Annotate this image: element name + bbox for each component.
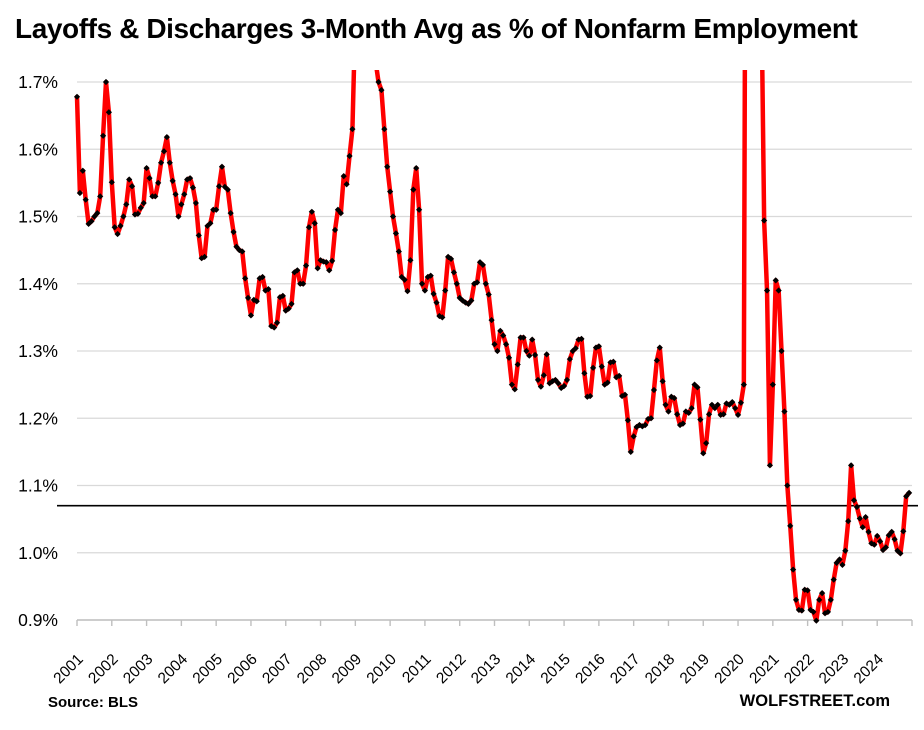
y-tick-label: 1.5% bbox=[18, 207, 58, 227]
x-tick-label: 2007 bbox=[259, 651, 295, 687]
chart-title: Layoffs & Discharges 3-Month Avg as % of… bbox=[15, 13, 858, 44]
x-tick-label: 2024 bbox=[851, 651, 888, 688]
x-tick-label: 2004 bbox=[155, 651, 192, 688]
x-tick-label: 2016 bbox=[572, 651, 608, 687]
x-tick-label: 2014 bbox=[503, 651, 540, 688]
x-tick-label: 2013 bbox=[468, 651, 504, 687]
y-tick-label: 0.9% bbox=[18, 610, 58, 630]
y-tick-label: 1.2% bbox=[18, 408, 58, 428]
x-tick-label: 2005 bbox=[190, 651, 226, 687]
x-tick-label: 2002 bbox=[85, 651, 121, 687]
x-tick-label: 2020 bbox=[711, 651, 748, 688]
x-tick-label: 2019 bbox=[677, 651, 713, 687]
data-series bbox=[74, 70, 913, 624]
y-axis-labels: 1.7% 1.6% 1.5% 1.4% 1.3% 1.2% 1.1% 1.0% 0.9% bbox=[18, 72, 58, 630]
x-tick-label: 2023 bbox=[816, 651, 852, 687]
x-tick-label: 2017 bbox=[607, 651, 643, 687]
x-tick-label: 2011 bbox=[399, 651, 435, 687]
x-tick-label: 2001 bbox=[50, 651, 86, 687]
layoffs-rate-line bbox=[74, 70, 912, 623]
x-tick-label: 2015 bbox=[538, 651, 574, 687]
x-tick-label: 2008 bbox=[294, 651, 330, 687]
x-tick-label: 2018 bbox=[642, 651, 678, 687]
x-tick-label: 2010 bbox=[364, 651, 401, 688]
x-tick-label: 2006 bbox=[224, 651, 260, 687]
brand-label: WOLFSTREET.com bbox=[739, 692, 890, 710]
y-tick-label: 1.7% bbox=[18, 72, 58, 92]
x-axis-labels: 2001200220032004200520062007200820092010… bbox=[50, 651, 887, 688]
y-tick-label: 1.3% bbox=[18, 341, 58, 361]
x-tick-label: 2003 bbox=[120, 651, 156, 687]
source-label: Source: BLS bbox=[48, 694, 139, 711]
x-tick-label: 2012 bbox=[433, 651, 469, 687]
x-tick-label: 2009 bbox=[329, 651, 365, 687]
y-tick-label: 1.4% bbox=[18, 274, 58, 294]
y-tick-label: 1.6% bbox=[18, 139, 58, 159]
x-tick-label: 2021 bbox=[746, 651, 782, 687]
x-axis bbox=[76, 619, 913, 626]
x-tick-label: 2022 bbox=[781, 651, 817, 687]
y-tick-label: 1.0% bbox=[18, 543, 58, 563]
y-tick-label: 1.1% bbox=[18, 476, 58, 496]
